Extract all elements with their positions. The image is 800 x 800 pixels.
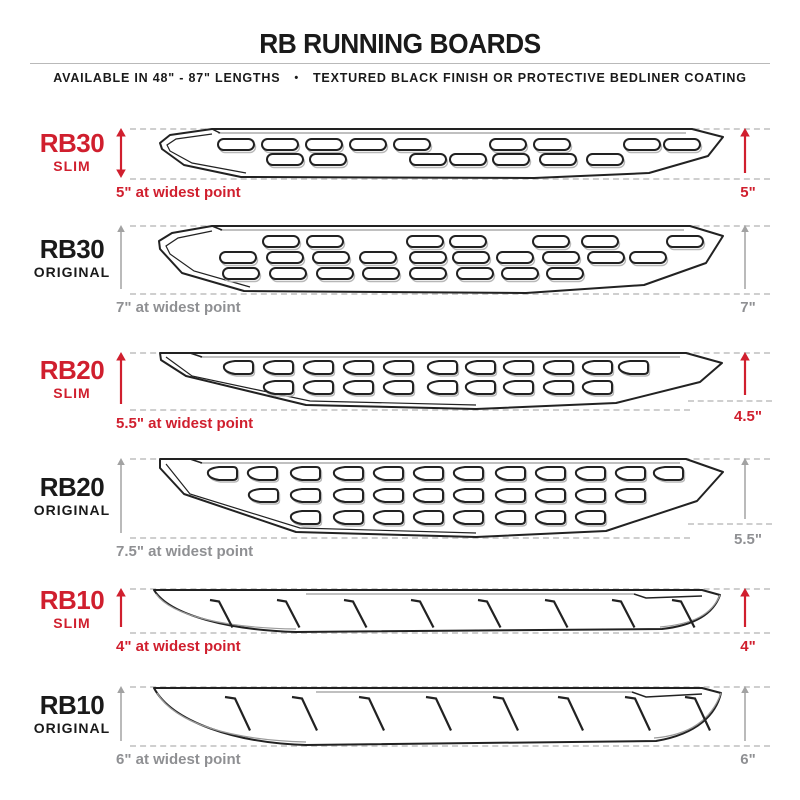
guide-dash-right [688, 523, 772, 525]
right-measure-label: 7" [740, 299, 756, 316]
width-arrow-right [741, 686, 749, 741]
widest-point-label: 7" at widest point [116, 299, 241, 316]
right-measure-label: 5" [740, 184, 756, 201]
width-arrow-right [741, 225, 749, 289]
product-row-rb10-original: RB10 ORIGINAL 6" at widest point 6" [0, 676, 800, 776]
widest-point-label: 5" at widest point [116, 184, 241, 201]
header-divider [30, 63, 770, 64]
guide-dash-bottom [130, 293, 770, 295]
width-arrow-left [116, 588, 126, 627]
right-measure-label: 4" [740, 638, 756, 655]
model-label: RB20 ORIGINAL [33, 472, 111, 519]
right-measure-label: 4.5" [734, 408, 762, 425]
widest-point-label: 4" at widest point [116, 638, 241, 655]
product-row-rb10-slim: RB10 SLIM 4" at widest point 4" [0, 578, 800, 664]
width-arrow-left [117, 225, 125, 289]
model-label: RB10 SLIM [39, 585, 105, 632]
guide-dash-bottom [130, 632, 770, 634]
widest-point-label: 7.5" at widest point [116, 543, 254, 560]
product-row-rb30-slim: RB30 SLIM 5" at widest point 5" [0, 118, 800, 208]
rb30-slim-board-drawing [146, 124, 730, 184]
right-measure-label: 5.5" [734, 531, 762, 548]
guide-dash-bottom [130, 537, 690, 539]
widest-point-label: 6" at widest point [116, 751, 241, 768]
product-row-rb30-original: RB30 ORIGINAL 7" at widest point 7" [0, 215, 800, 316]
product-row-rb20-original: RB20 ORIGINAL 7.5" at widest point 5.5" [0, 448, 800, 560]
width-arrow-right [740, 352, 750, 395]
model-label: RB30 ORIGINAL [33, 234, 111, 281]
width-arrow-left [116, 352, 126, 404]
rb20-slim-board-drawing [146, 348, 730, 415]
widest-point-label: 5.5" at widest point [116, 415, 254, 432]
model-label: RB30 SLIM [39, 128, 105, 175]
guide-dash-bottom [130, 178, 770, 180]
subtitle-lengths: AVAILABLE IN 48" - 87" LENGTHS [53, 71, 281, 85]
width-arrow-right [740, 128, 750, 173]
rb30-original-board-drawing [146, 221, 730, 299]
guide-dash-bottom [130, 745, 770, 747]
subtitle-finish: TEXTURED BLACK FINISH OR PROTECTIVE BEDL… [313, 71, 747, 85]
rb10-slim-board-drawing [146, 584, 730, 638]
guide-dash-right [688, 400, 772, 402]
width-arrow-right [740, 588, 750, 627]
rb20-original-board-drawing [146, 454, 730, 543]
width-arrow-left [117, 458, 125, 533]
width-arrow-right [741, 458, 749, 519]
model-label: RB20 SLIM [39, 355, 105, 402]
bullet-separator: • [294, 72, 299, 84]
guide-dash-bottom [130, 409, 690, 411]
page-title: RB RUNNING BOARDS [259, 28, 541, 59]
right-measure-label: 6" [740, 751, 756, 768]
width-arrow-left [116, 128, 126, 178]
model-label: RB10 ORIGINAL [33, 690, 111, 737]
page-subtitle: AVAILABLE IN 48" - 87" LENGTHS • TEXTURED … [0, 71, 800, 85]
rb10-original-board-drawing [146, 682, 730, 751]
product-row-rb20-slim: RB20 SLIM 5.5" at widest point 4.5" [0, 342, 800, 440]
width-arrow-left [117, 686, 125, 741]
